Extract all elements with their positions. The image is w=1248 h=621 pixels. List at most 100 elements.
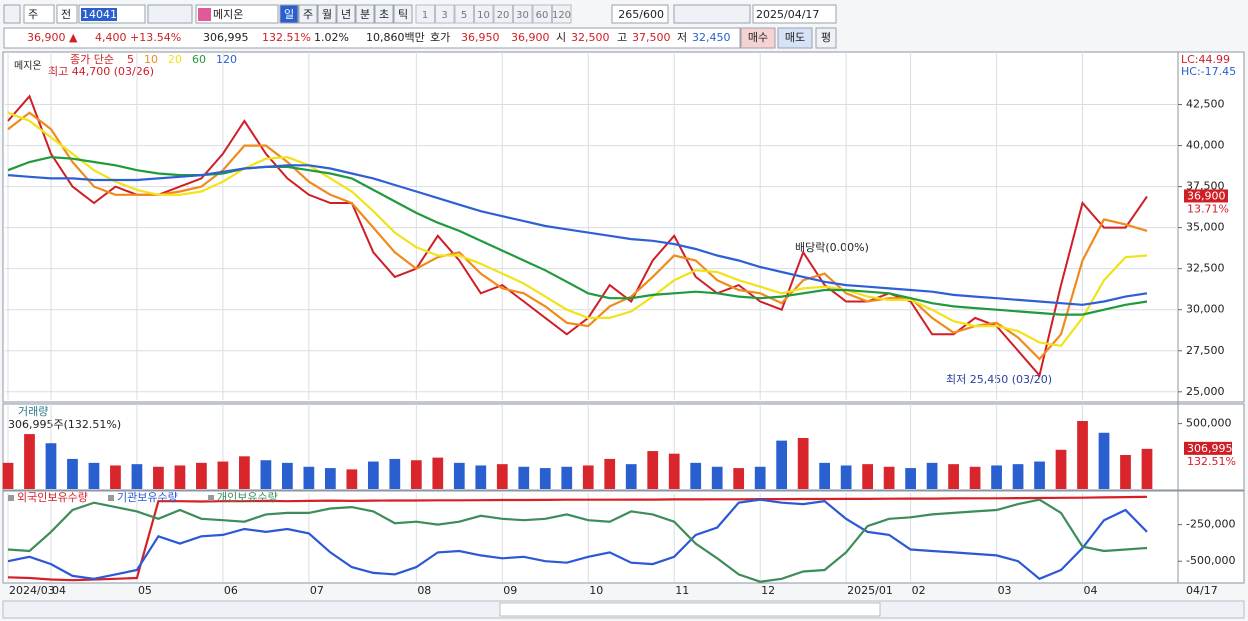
volume-bar [282, 462, 293, 489]
minute-button[interactable] [415, 4, 435, 24]
minute-button[interactable] [454, 4, 474, 24]
toolbar: 주 전 140410 메지온 265/600 2025/04/17 [3, 4, 837, 24]
search-buttons[interactable] [147, 4, 193, 24]
minute-label: 1 [422, 10, 428, 21]
quote-field [3, 27, 741, 49]
volume-bar [862, 464, 873, 489]
volume-bar [389, 458, 401, 489]
volume-bar [88, 462, 100, 489]
count: 265/600 [618, 8, 664, 21]
volume-bar [1141, 448, 1153, 489]
volume-bar [690, 462, 702, 489]
period-label: 초 [379, 8, 389, 21]
period-button[interactable] [393, 4, 413, 24]
y-tick-label: 25,000 [1186, 385, 1225, 398]
x-tick-label: 05 [138, 584, 152, 597]
period-button[interactable] [279, 4, 299, 24]
low-annotation: 최저 25,450 (03/20) [946, 373, 1052, 386]
volume-bar [905, 468, 916, 489]
minute-button[interactable] [435, 4, 455, 24]
x-tick-label: 2024/03 [9, 584, 55, 597]
lc: LC:44.99 [1181, 53, 1230, 66]
x-tick-label: 09 [503, 584, 517, 597]
x-tick-label: 08 [417, 584, 431, 597]
prev-button[interactable] [56, 4, 78, 24]
volume-bar [410, 460, 422, 489]
volume-bar [582, 465, 594, 489]
legend-swatch [208, 495, 214, 501]
minute-button[interactable] [513, 4, 533, 24]
volume-bar [668, 453, 680, 489]
avg-label: 평 [821, 31, 831, 44]
period-label: 분 [360, 8, 370, 21]
series-line [7, 111, 1148, 347]
volume-bar [711, 466, 723, 489]
minute-button[interactable] [474, 4, 494, 24]
minute-label: 5 [461, 10, 467, 21]
period-button[interactable] [317, 4, 337, 24]
volume-title: 거래량 [18, 405, 48, 418]
volume-bar [496, 464, 508, 489]
y-tick-label: -250,000 [1186, 518, 1235, 531]
volume-bar [110, 465, 121, 489]
volume-bar [67, 458, 78, 489]
volume-bar [367, 461, 379, 489]
open: 32,500 [571, 31, 610, 44]
avg-button[interactable] [815, 27, 837, 49]
y-tick-label: 32,500 [1186, 262, 1225, 275]
price: 36,900 ▲ [27, 31, 78, 44]
x-tick-label: 10 [589, 584, 603, 597]
volume-bar [926, 462, 938, 489]
minute-button[interactable] [552, 4, 572, 24]
period-button[interactable] [355, 4, 375, 24]
scroll-thumb[interactable] [499, 602, 881, 617]
volume-bar [260, 460, 272, 489]
volume-bar [475, 465, 487, 489]
high-label: 고 [617, 31, 627, 44]
series-line [7, 164, 1148, 306]
price-tag-label: 36,900 [1187, 189, 1226, 202]
prev: 전 [61, 8, 71, 21]
volume-bar [840, 465, 852, 489]
volume-bar [776, 440, 788, 489]
legend-entry: 20 [168, 53, 182, 66]
volume-bar [174, 465, 186, 489]
tool-buttons[interactable] [673, 4, 751, 24]
end-date: 04/17 [1186, 584, 1218, 597]
minute-button[interactable] [532, 4, 552, 24]
period-button[interactable] [298, 4, 318, 24]
low: 32,450 [692, 31, 731, 44]
y-tick-label: 35,000 [1186, 221, 1225, 234]
volume-bar [883, 466, 895, 489]
date-field[interactable] [752, 4, 837, 24]
volume-bar [1034, 461, 1045, 489]
market-select[interactable] [23, 4, 55, 24]
price-panel [2, 51, 1245, 403]
period-label: 월 [322, 8, 332, 21]
icon-button[interactable] [3, 4, 21, 24]
code: 140410 [82, 8, 124, 21]
x-tick-label: 02 [912, 584, 926, 597]
legend-method: 종가 단순 [70, 53, 114, 66]
period-label: 년 [341, 8, 351, 21]
buy-label: 매수 [748, 31, 768, 44]
buy-button[interactable] [740, 27, 776, 49]
minute-button[interactable] [493, 4, 513, 24]
volume-bar [432, 457, 444, 489]
volume-bar [153, 466, 164, 489]
legend-swatch [108, 495, 114, 501]
volume-bar [948, 464, 959, 489]
legend-entry: 외국인보유수량 [17, 491, 88, 504]
hc: HC:-17.45 [1181, 65, 1236, 78]
period-button[interactable] [374, 4, 394, 24]
minute-label: 60 [536, 10, 549, 21]
market: 주 [28, 8, 38, 21]
volume-bar [453, 462, 465, 489]
volume-bar [1012, 464, 1024, 489]
volume: 306,995 [203, 31, 249, 44]
x-tick-label: 2025/01 [847, 584, 893, 597]
name-field [195, 4, 279, 24]
sell-button[interactable] [777, 27, 813, 49]
period-button[interactable] [336, 4, 356, 24]
